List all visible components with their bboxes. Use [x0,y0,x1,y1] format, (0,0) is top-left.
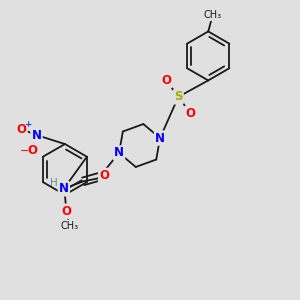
Text: O: O [61,205,71,218]
Text: N: N [59,182,69,195]
Text: N: N [114,146,124,160]
Text: O: O [27,143,37,157]
Text: S: S [174,90,183,103]
Text: O: O [99,169,109,182]
Text: O: O [185,107,195,120]
Text: N: N [32,129,41,142]
Text: +: + [24,120,31,129]
Text: N: N [155,132,165,145]
Text: H: H [50,178,58,188]
Text: O: O [161,74,171,87]
Text: −: − [20,146,29,157]
Text: CH₃: CH₃ [204,10,222,20]
Text: CH₃: CH₃ [60,220,78,230]
Text: O: O [16,123,27,136]
